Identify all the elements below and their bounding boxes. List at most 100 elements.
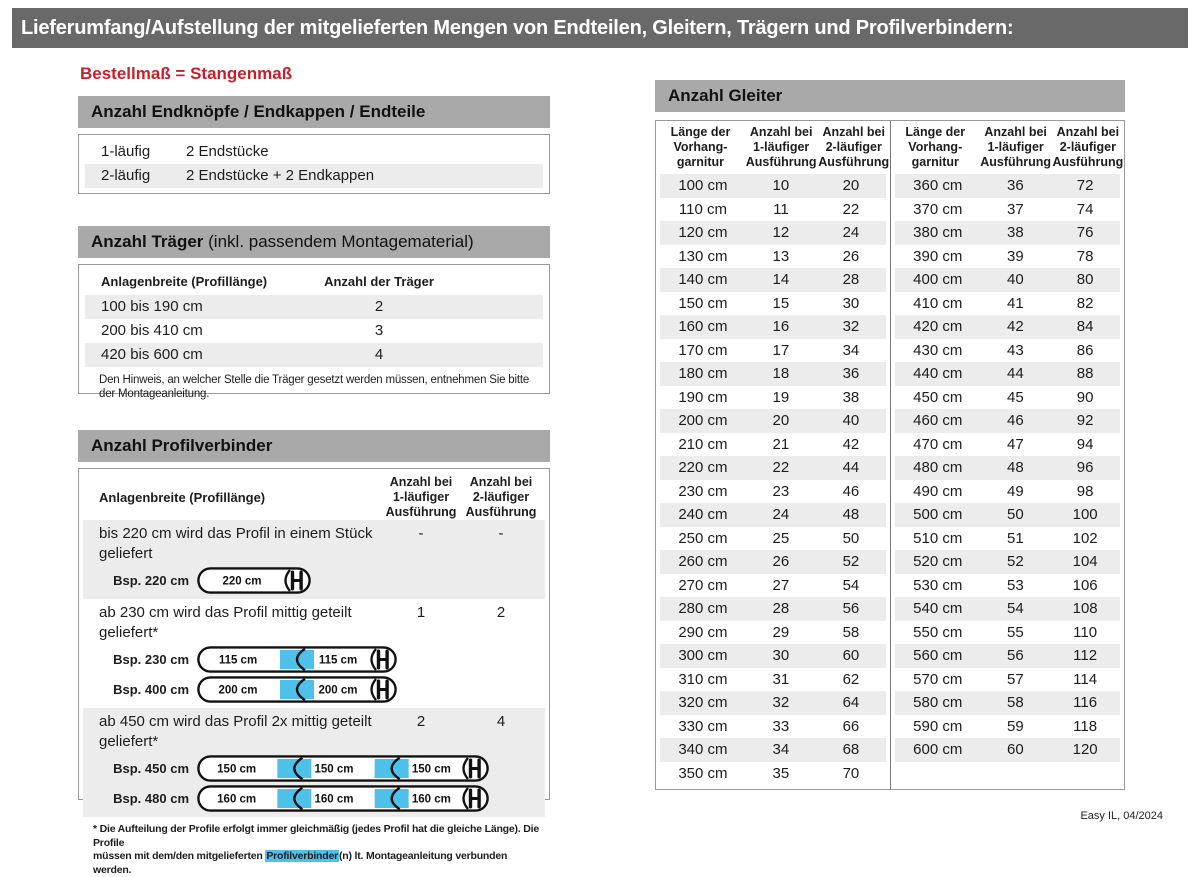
table-cell: 520 cm (913, 553, 963, 570)
table-cell: bis 220 cm wird das Profil in einem Stüc… (99, 525, 373, 562)
column-header: Anzahl bei 1-läufiger Ausführung (745, 125, 817, 169)
table-cell: 10 (772, 177, 790, 194)
table-cell: 300 cm (678, 647, 728, 664)
segment-length-label: 200 cm (218, 685, 257, 697)
table-cell: 42 (1007, 318, 1024, 335)
table-cell: 2 (374, 298, 384, 315)
table-cell: 150 cm (678, 294, 728, 312)
table-cell: 53 (1007, 576, 1024, 594)
table-row: 450 cm 45 90 (895, 386, 1120, 410)
table-cell: ab 230 cm wird das Profil mittig geteilt… (99, 604, 352, 641)
table-row: 420 cm 42 84 (895, 315, 1120, 339)
table-cell: 100 bis 190 cm (101, 298, 203, 315)
table-cell: 140 cm (678, 271, 728, 288)
section-header-endteile: Anzahl Endknöpfe / Endkappen / Endteile (78, 96, 550, 128)
table-cell: 360 cm (913, 177, 963, 194)
table-cell: 60 (842, 647, 860, 664)
table-row: 490 cm 49 98 (895, 480, 1120, 504)
table-row: ab 450 cm wird das Profil 2x mittig gete… (83, 712, 541, 752)
table-row: 440 cm 44 88 (895, 362, 1120, 386)
table-row: 2-läufig 2 Endstücke + 2 Endkappen (85, 164, 543, 188)
table-cell: 74 (1076, 200, 1094, 218)
table-cell: 26 (772, 553, 790, 570)
table-cell: 590 cm (913, 717, 963, 735)
table-cell: 4 (496, 713, 506, 730)
table-cell: 68 (842, 741, 860, 758)
table-cell: 12 (772, 224, 790, 241)
table-cell: 58 (842, 623, 860, 641)
table-cell: 52 (1007, 553, 1024, 570)
table-cell: 48 (842, 506, 860, 523)
profile-example-row: Bsp. 480 cm 160 cm 160 cm 160 cm (105, 785, 545, 812)
table-row: 240 cm 24 48 (660, 503, 886, 527)
section-header-traeger: Anzahl Träger (inkl. passendem Montagema… (78, 226, 550, 258)
section-header-profilverbinder: Anzahl Profilverbinder (78, 430, 550, 462)
table-cell: 560 cm (913, 647, 963, 664)
table-cell: 14 (772, 271, 790, 288)
table-cell: 380 cm (913, 224, 963, 241)
column-header: Länge der Vorhang- garnitur (670, 125, 731, 169)
profile-end-icon (284, 569, 303, 592)
table-cell: 17 (772, 341, 790, 359)
profil-section: ab 450 cm wird das Profil 2x mittig gete… (83, 708, 545, 817)
table-cell: 27 (772, 576, 790, 594)
table-row: 420 bis 600 cm 4 (85, 343, 543, 367)
table-row: 580 cm 58 116 (895, 691, 1120, 715)
table-cell: 44 (842, 459, 860, 476)
table-cell: 2 (496, 604, 506, 621)
table-cell: 54 (842, 576, 860, 594)
table-cell: 420 bis 600 cm (101, 346, 203, 363)
table-cell: 52 (842, 553, 860, 570)
table-cell: 420 cm (913, 318, 963, 335)
table-cell: 86 (1076, 341, 1094, 359)
table-row: 470 cm 47 94 (895, 433, 1120, 457)
table-cell: 50 (1007, 506, 1024, 523)
segment-length-label: 150 cm (412, 764, 451, 776)
table-cell: ab 450 cm wird das Profil 2x mittig gete… (99, 713, 372, 750)
table-row: 130 cm 13 26 (660, 245, 886, 269)
table-cell: 21 (772, 435, 790, 453)
column-header: Anzahl bei 1-läufiger Ausführung (385, 475, 457, 519)
table-cell: 96 (1076, 459, 1094, 476)
table-row: 550 cm 55 110 (895, 621, 1120, 645)
table-row: 160 cm 16 32 (660, 315, 886, 339)
table-cell: 370 cm (913, 200, 963, 218)
table-cell: 450 cm (913, 388, 963, 406)
table-cell: 13 (772, 247, 790, 265)
table-cell: 290 cm (678, 623, 728, 641)
table-cell: 4 (374, 346, 384, 363)
table-cell: 38 (1007, 224, 1024, 241)
table-cell: 32 (772, 694, 790, 711)
table-row: 110 cm 11 22 (660, 198, 886, 222)
footnote-text: müssen mit dem/den mitgelieferten (93, 850, 266, 862)
table-row: 380 cm 38 76 (895, 221, 1120, 245)
table-cell: 270 cm (678, 576, 728, 594)
table-row: 600 cm 60 120 (895, 738, 1120, 762)
table-cell: 32 (842, 318, 860, 335)
table-cell: 15 (772, 294, 790, 312)
table-cell: 210 cm (678, 435, 728, 453)
segment-length-label: 150 cm (314, 764, 353, 776)
table-cell: 600 cm (913, 741, 963, 758)
table-cell: 19 (772, 388, 790, 406)
profile-diagram: 160 cm 160 cm 160 cm (197, 785, 489, 812)
table-row: 140 cm 14 28 (660, 268, 886, 292)
table-row: 570 cm 57 114 (895, 668, 1120, 692)
gleiter-group: Länge der Vorhang- garnitur Anzahl bei 1-… (656, 121, 890, 789)
gleiter-group: Länge der Vorhang- garnitur Anzahl bei 1-… (890, 121, 1124, 789)
table-row: 100 bis 190 cm 2 (85, 295, 543, 319)
table-cell: 42 (842, 435, 860, 453)
example-label: Bsp. 230 cm (113, 652, 189, 667)
table-row: 510 cm 51 102 (895, 527, 1120, 551)
profile-end-icon (370, 648, 389, 671)
table-cell: 50 (842, 529, 860, 547)
table-cell: 72 (1076, 177, 1094, 194)
table-cell: 45 (1007, 388, 1024, 406)
table-cell: 60 (1007, 741, 1024, 758)
table-cell: 56 (842, 600, 860, 617)
highlighted-term: Profilverbinder (265, 850, 340, 862)
table-row: 590 cm 59 118 (895, 715, 1120, 739)
table-cell: 78 (1076, 247, 1094, 265)
table-row: 540 cm 54 108 (895, 597, 1120, 621)
table-cell: 280 cm (678, 600, 728, 617)
